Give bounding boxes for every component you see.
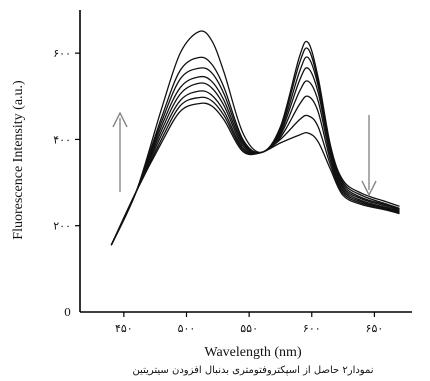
arrow-down — [361, 115, 377, 197]
y-ticks: 0 ۲۰۰ ۴۰۰ ۶۰۰ — [53, 47, 80, 319]
series-line-5 — [110, 80, 400, 246]
series-line-8 — [110, 102, 400, 246]
x-ticks: ۴۵۰ ۵۰۰ ۵۵۰ ۶۰۰ ۶۵۰ — [115, 312, 383, 335]
x-tick-label-600: ۶۰۰ — [303, 322, 321, 335]
y-tick-label-0: 0 — [64, 306, 71, 319]
x-tick-label-650: ۶۵۰ — [366, 322, 384, 335]
arrow-up — [112, 111, 128, 192]
plot-area — [110, 30, 400, 246]
y-axis-label: Fluorescence Intensity (a.u.) — [11, 80, 26, 240]
y-tick-label-600: ۶۰۰ — [53, 47, 71, 60]
x-axis-label: Wavelength (nm) — [204, 345, 302, 360]
y-tick-label-200: ۲۰۰ — [53, 220, 71, 233]
x-tick-label-550: ۵۵۰ — [240, 322, 258, 335]
caption: نمودار۲ حاصل از اسپکتروفتومتری بدنبال اف… — [132, 365, 373, 376]
series-line-7 — [110, 96, 400, 246]
y-tick-label-400: ۴۰۰ — [53, 133, 71, 146]
x-tick-label-500: ۵۰۰ — [178, 322, 196, 335]
series-line-6 — [110, 90, 400, 246]
x-tick-label-450: ۴۵۰ — [115, 322, 133, 335]
